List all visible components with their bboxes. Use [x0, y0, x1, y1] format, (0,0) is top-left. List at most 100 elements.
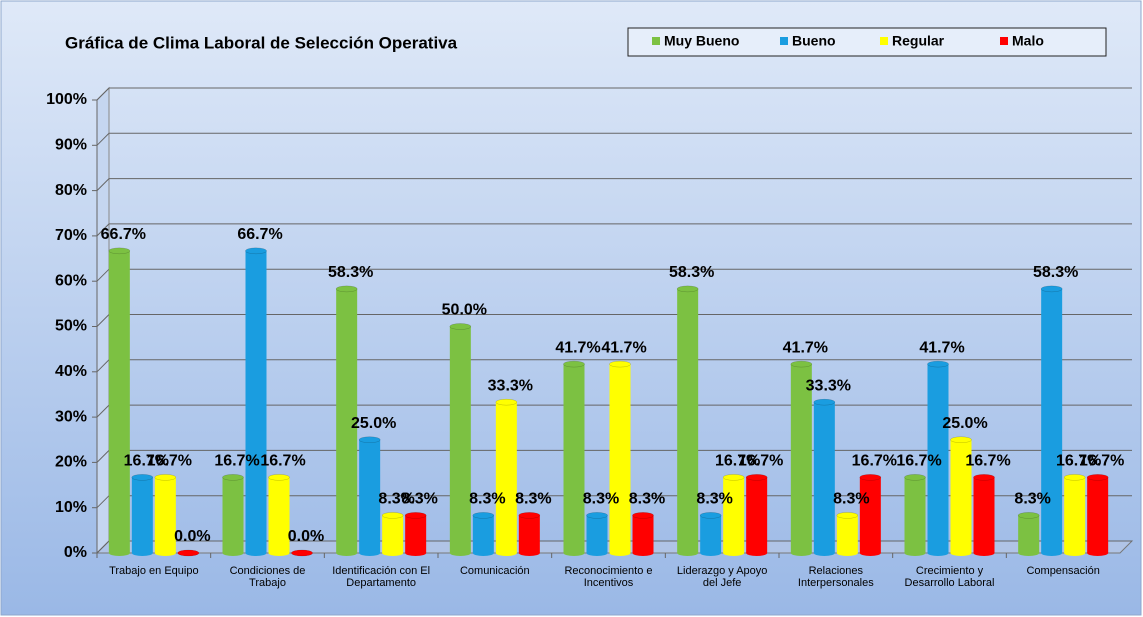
data-label: 41.7% — [783, 339, 828, 356]
bar — [336, 288, 358, 553]
legend-box — [627, 27, 1107, 57]
data-label: 0.0% — [174, 528, 210, 545]
data-label: 58.3% — [669, 264, 714, 281]
y-tick-label: 20% — [55, 454, 87, 471]
x-tick-label: Relaciones Interpersonales — [797, 565, 874, 589]
bar-base — [563, 550, 585, 556]
bar — [1041, 288, 1063, 553]
bar-cap — [1063, 474, 1086, 481]
legend-swatch — [880, 37, 888, 45]
bar — [359, 439, 381, 553]
bar-cap — [927, 360, 949, 368]
legend-swatch — [652, 37, 660, 45]
bar-cap — [1086, 474, 1109, 481]
bar-cap — [676, 285, 699, 293]
data-label: 16.7% — [738, 453, 783, 470]
bar-base — [268, 550, 290, 556]
bar — [859, 477, 881, 553]
x-tick-label: Identificación con El Departamento — [332, 565, 431, 589]
bar — [813, 402, 835, 553]
data-label: 8.3% — [469, 491, 505, 508]
bar — [472, 515, 494, 553]
y-tick-label: 90% — [55, 137, 87, 154]
bar-cap — [563, 360, 585, 368]
bar — [1018, 515, 1040, 553]
bar — [1087, 477, 1109, 553]
data-label: 33.3% — [806, 377, 851, 394]
data-label: 8.3% — [401, 491, 437, 508]
bar — [405, 515, 427, 553]
x-tick-label: Liderazgo y Apoyo del Jefe — [676, 565, 768, 589]
bar-base — [222, 550, 244, 556]
bar-base — [859, 550, 881, 556]
bar-base — [677, 550, 699, 556]
data-label: 41.7% — [555, 339, 600, 356]
bar-base — [1041, 550, 1063, 556]
bar-cap — [177, 549, 200, 557]
x-tick-label: Condiciones de Trabajo — [229, 565, 306, 589]
bar-base — [1087, 550, 1109, 556]
bar — [632, 515, 654, 553]
bar-base — [813, 550, 835, 556]
chart-title: Gráfica de Clima Laboral de Selección Op… — [65, 33, 458, 52]
bar — [222, 477, 244, 553]
data-label: 16.7% — [715, 453, 760, 470]
data-label: 16.7% — [214, 453, 259, 470]
bar-base — [472, 550, 494, 556]
data-label: 8.3% — [1014, 491, 1050, 508]
bar — [154, 477, 176, 553]
data-label: 0.0% — [288, 528, 324, 545]
bar-base — [609, 550, 631, 556]
data-label: 8.3% — [378, 491, 414, 508]
y-tick-label: 50% — [55, 318, 87, 335]
grid-line — [96, 178, 1132, 191]
bar-cap — [472, 512, 495, 519]
bar — [449, 326, 471, 553]
bar-cap — [950, 436, 972, 443]
bar — [700, 515, 722, 553]
bar-base — [108, 550, 130, 556]
bar — [746, 477, 768, 553]
data-label: 16.7% — [1079, 453, 1124, 470]
data-label: 8.3% — [696, 491, 732, 508]
bar-base — [1064, 550, 1086, 556]
bar — [609, 364, 631, 553]
bar — [904, 477, 926, 553]
data-label: 8.3% — [833, 491, 869, 508]
bar-cap — [859, 474, 882, 481]
bar-base — [836, 550, 858, 556]
bar-base — [518, 550, 540, 556]
bar — [790, 364, 812, 553]
bar-cap — [335, 285, 358, 293]
grid-line — [96, 87, 1132, 101]
bar-base — [586, 550, 608, 556]
bar-cap — [904, 474, 926, 481]
data-label: 8.3% — [583, 491, 619, 508]
bar — [677, 288, 699, 553]
data-label: 16.7% — [965, 453, 1010, 470]
bar — [495, 402, 517, 553]
x-tick-label: Compensación — [1026, 565, 1100, 577]
bar — [268, 477, 290, 553]
bar-cap — [131, 474, 154, 481]
legend-swatch — [1000, 37, 1008, 45]
bar-cap — [632, 512, 654, 519]
bar-cap — [222, 474, 244, 481]
bar — [927, 364, 949, 553]
bar-base — [336, 550, 358, 556]
bar — [973, 477, 995, 553]
legend-label: Bueno — [792, 33, 836, 49]
bar-cap — [813, 398, 836, 406]
bar-cap — [973, 474, 995, 481]
data-label: 25.0% — [942, 415, 987, 432]
data-label: 8.3% — [629, 491, 665, 508]
legend-label: Regular — [892, 33, 945, 49]
data-label: 66.7% — [101, 226, 146, 243]
y-tick-label: 60% — [55, 272, 87, 289]
legend-swatch — [780, 37, 788, 45]
bar-base — [382, 550, 404, 556]
bar-cap — [699, 512, 722, 519]
bar-base — [904, 550, 926, 556]
data-label: 66.7% — [237, 226, 282, 243]
